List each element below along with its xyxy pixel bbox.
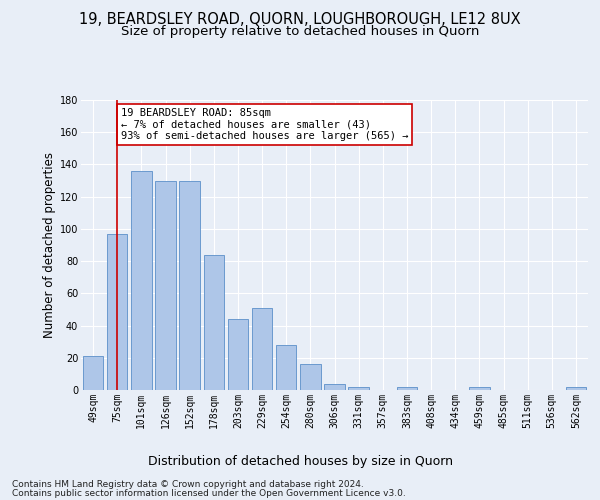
Bar — [107, 234, 127, 390]
Bar — [566, 387, 586, 390]
Bar — [179, 180, 200, 390]
Bar — [83, 356, 103, 390]
Bar — [300, 364, 320, 390]
Bar — [252, 308, 272, 390]
Text: 19, BEARDSLEY ROAD, QUORN, LOUGHBOROUGH, LE12 8UX: 19, BEARDSLEY ROAD, QUORN, LOUGHBOROUGH,… — [79, 12, 521, 28]
Bar — [131, 171, 152, 390]
Bar — [203, 254, 224, 390]
Y-axis label: Number of detached properties: Number of detached properties — [43, 152, 56, 338]
Bar — [469, 387, 490, 390]
Bar — [397, 387, 417, 390]
Text: Distribution of detached houses by size in Quorn: Distribution of detached houses by size … — [148, 454, 452, 468]
Bar — [276, 345, 296, 390]
Bar — [155, 180, 176, 390]
Text: Size of property relative to detached houses in Quorn: Size of property relative to detached ho… — [121, 25, 479, 38]
Text: Contains public sector information licensed under the Open Government Licence v3: Contains public sector information licen… — [12, 488, 406, 498]
Text: Contains HM Land Registry data © Crown copyright and database right 2024.: Contains HM Land Registry data © Crown c… — [12, 480, 364, 489]
Bar — [227, 319, 248, 390]
Bar — [349, 387, 369, 390]
Bar — [324, 384, 345, 390]
Text: 19 BEARDSLEY ROAD: 85sqm
← 7% of detached houses are smaller (43)
93% of semi-de: 19 BEARDSLEY ROAD: 85sqm ← 7% of detache… — [121, 108, 409, 142]
